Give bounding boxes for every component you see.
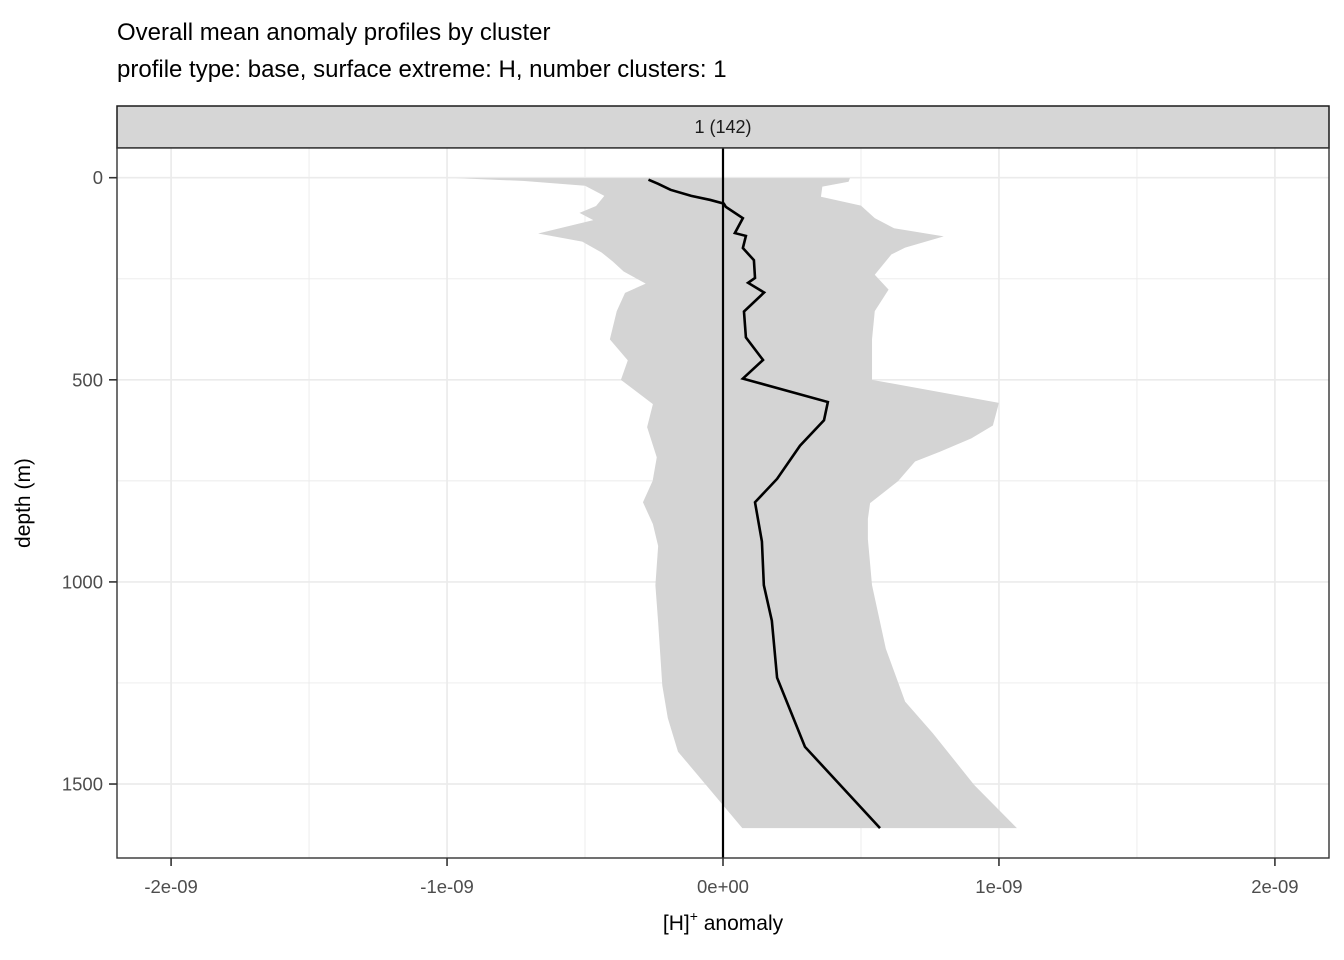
y-tick-label: 1500 (62, 774, 103, 795)
x-axis-tick-labels: -2e-09 -1e-09 0e+00 1e-09 2e-09 (144, 876, 1298, 897)
y-tick-label: 500 (72, 369, 103, 390)
y-axis-title: depth (m) (12, 458, 35, 548)
y-axis-tick-labels: 0 500 1000 1500 (62, 167, 103, 794)
x-tick-label: 2e-09 (1251, 876, 1298, 897)
mean-profile-line (647, 178, 881, 829)
plot-title: Overall mean anomaly profiles by cluster (117, 19, 551, 46)
y-axis-ticks (109, 176, 117, 785)
y-tick-label: 0 (93, 167, 103, 188)
x-tick-label: 1e-09 (975, 876, 1022, 897)
x-tick-label: -2e-09 (144, 876, 197, 897)
x-axis-title: [H]+ anomaly (663, 908, 784, 935)
x-axis-ticks (170, 858, 1276, 866)
facet-strip (116, 105, 1330, 149)
y-tick-label: 1000 (62, 571, 103, 592)
facet-strip-label: 1 (142) (694, 117, 751, 137)
x-tick-label: 0e+00 (697, 876, 749, 897)
plot-subtitle: profile type: base, surface extreme: H, … (117, 56, 727, 83)
x-tick-label: -1e-09 (420, 876, 473, 897)
ribbon-spread-band (455, 178, 1017, 829)
